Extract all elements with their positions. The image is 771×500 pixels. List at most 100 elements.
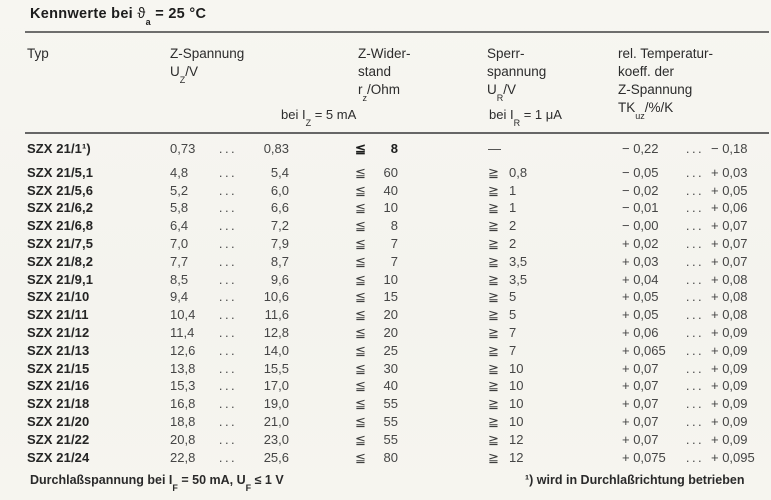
tk-max: + 0,08 bbox=[711, 289, 748, 305]
table-row: SZX 21/11 10,4 ... 11,6 ≦ 20 ≧ 5 + 0,05 … bbox=[0, 306, 771, 324]
range-dots: ... bbox=[685, 141, 705, 156]
footnote-1: ¹) wird in Durchlaßrichtung betrieben bbox=[525, 473, 745, 487]
tk-min: − 0,22 bbox=[622, 141, 659, 156]
tk-min: + 0,05 bbox=[622, 307, 659, 323]
gte-symbol: ≧ bbox=[488, 253, 499, 269]
rz-value: 20 bbox=[383, 307, 398, 323]
type-label: SZX 21/16 bbox=[27, 378, 90, 394]
page-title: Kennwerte bei ϑa = 25 °C bbox=[30, 6, 207, 26]
rz-value: 40 bbox=[383, 182, 398, 198]
column-header-z-widerstand: Z-Wider- stand rz/Ohm bbox=[358, 45, 411, 102]
table-row: SZX 21/9,1 8,5 ... 9,6 ≦ 10 ≧ 3,5 + 0,04… bbox=[0, 271, 771, 289]
table-row: SZX 21/12 11,4 ... 12,8 ≦ 20 ≧ 7 + 0,06 … bbox=[0, 324, 771, 342]
rz-value: 30 bbox=[383, 360, 398, 376]
table-row: SZX 21/16 15,3 ... 17,0 ≦ 40 ≧ 10 + 0,07… bbox=[0, 377, 771, 395]
ur-test-condition: bei IR = 1 μA bbox=[489, 107, 562, 128]
gte-symbol: ≧ bbox=[488, 235, 499, 251]
uz-max: 5,4 bbox=[270, 164, 289, 180]
uz-min: 6,4 bbox=[170, 218, 189, 234]
uz-max: 23,0 bbox=[263, 431, 289, 447]
tk-min: + 0,07 bbox=[622, 396, 659, 412]
table-row: SZX 21/6,8 6,4 ... 7,2 ≦ 8 ≧ 2 − 0,00 ..… bbox=[0, 217, 771, 235]
gte-symbol: ≧ bbox=[488, 431, 499, 447]
tk-min: + 0,04 bbox=[622, 271, 659, 287]
table-body: SZX 21/1¹) 0,73 ... 0,83 ≦ 8 — − 0,22 ..… bbox=[0, 140, 771, 466]
range-dots: ... bbox=[685, 360, 705, 376]
table-row: SZX 21/24 22,8 ... 25,6 ≦ 80 ≧ 12 + 0,07… bbox=[0, 449, 771, 467]
uz-max: 9,6 bbox=[270, 271, 289, 287]
uz-min: 7,0 bbox=[170, 235, 189, 251]
rz-value: 80 bbox=[383, 449, 398, 465]
table-row: SZX 21/13 12,6 ... 14,0 ≦ 25 ≧ 7 + 0,065… bbox=[0, 342, 771, 360]
type-label: SZX 21/10 bbox=[27, 289, 90, 305]
range-dots: ... bbox=[218, 289, 238, 305]
theta-symbol: ϑ bbox=[137, 6, 146, 22]
uz-min: 4,8 bbox=[170, 164, 189, 180]
tk-min: + 0,02 bbox=[622, 235, 659, 251]
ur-value: 0,8 bbox=[509, 164, 528, 180]
uz-max: 0,83 bbox=[263, 141, 289, 156]
tk-min: + 0,07 bbox=[622, 360, 659, 376]
range-dots: ... bbox=[218, 307, 238, 323]
range-dots: ... bbox=[218, 253, 238, 269]
tk-min: + 0,07 bbox=[622, 413, 659, 429]
table-row: SZX 21/18 16,8 ... 19,0 ≦ 55 ≧ 10 + 0,07… bbox=[0, 395, 771, 413]
z-widerstand-label-1: Z-Wider- bbox=[358, 46, 411, 61]
tk-min: − 0,01 bbox=[622, 200, 659, 216]
tk-max: + 0,07 bbox=[711, 235, 748, 251]
gte-symbol: ≧ bbox=[488, 360, 499, 376]
gte-symbol: — bbox=[488, 141, 501, 156]
rz-value: 60 bbox=[383, 164, 398, 180]
tk-min: − 0,02 bbox=[622, 182, 659, 198]
tk-max: + 0,09 bbox=[711, 431, 748, 447]
gte-symbol: ≧ bbox=[488, 164, 499, 180]
ur-value: 5 bbox=[509, 307, 517, 323]
lte-symbol: ≦ bbox=[355, 378, 366, 394]
z-spannung-symbol: UZ/V bbox=[170, 64, 199, 85]
ur-value: 7 bbox=[509, 324, 517, 340]
tk-min: + 0,07 bbox=[622, 431, 659, 447]
range-dots: ... bbox=[218, 182, 238, 198]
range-dots: ... bbox=[218, 378, 238, 394]
gte-symbol: ≧ bbox=[488, 289, 499, 305]
ur-value: 12 bbox=[509, 431, 524, 447]
uz-min: 16,8 bbox=[170, 396, 196, 412]
table-row: SZX 21/22 20,8 ... 23,0 ≦ 55 ≧ 12 + 0,07… bbox=[0, 431, 771, 449]
uz-min: 20,8 bbox=[170, 431, 196, 447]
gte-symbol: ≧ bbox=[488, 307, 499, 323]
tk-min: + 0,075 bbox=[622, 449, 666, 465]
rz-value: 55 bbox=[383, 431, 398, 447]
type-label: SZX 21/15 bbox=[27, 360, 90, 376]
title-condition: = 25 °C bbox=[150, 6, 207, 22]
type-label: SZX 21/11 bbox=[27, 307, 89, 323]
range-dots: ... bbox=[685, 271, 705, 287]
table-row: SZX 21/8,2 7,7 ... 8,7 ≦ 7 ≧ 3,5 + 0,03 … bbox=[0, 253, 771, 271]
range-dots: ... bbox=[685, 396, 705, 412]
rz-value: 20 bbox=[383, 324, 398, 340]
lte-symbol: ≦ bbox=[355, 235, 366, 251]
rz-value: 40 bbox=[383, 378, 398, 394]
lte-symbol: ≦ bbox=[355, 141, 366, 156]
uz-min: 12,6 bbox=[170, 342, 196, 358]
z-widerstand-label-2: stand bbox=[358, 64, 392, 79]
uz-max: 17,0 bbox=[263, 378, 289, 394]
tk-max: + 0,03 bbox=[711, 164, 748, 180]
sperrspannung-symbol: UR/V bbox=[487, 82, 517, 103]
tk-max: + 0,05 bbox=[711, 182, 748, 198]
range-dots: ... bbox=[218, 342, 238, 358]
type-label: SZX 21/5,1 bbox=[27, 164, 94, 180]
table-row: SZX 21/20 18,8 ... 21,0 ≦ 55 ≧ 10 + 0,07… bbox=[0, 413, 771, 431]
uz-max: 15,5 bbox=[263, 360, 289, 376]
lte-symbol: ≦ bbox=[355, 271, 366, 287]
ur-value: 7 bbox=[509, 342, 517, 358]
range-dots: ... bbox=[685, 307, 705, 323]
column-header-typ: Typ bbox=[27, 45, 49, 63]
range-dots: ... bbox=[685, 253, 705, 269]
lte-symbol: ≦ bbox=[355, 324, 366, 340]
tk-min: − 0,05 bbox=[622, 164, 659, 180]
type-label: SZX 21/24 bbox=[27, 449, 90, 465]
range-dots: ... bbox=[685, 413, 705, 429]
uz-max: 6,6 bbox=[270, 200, 289, 216]
uz-max: 21,0 bbox=[263, 413, 289, 429]
